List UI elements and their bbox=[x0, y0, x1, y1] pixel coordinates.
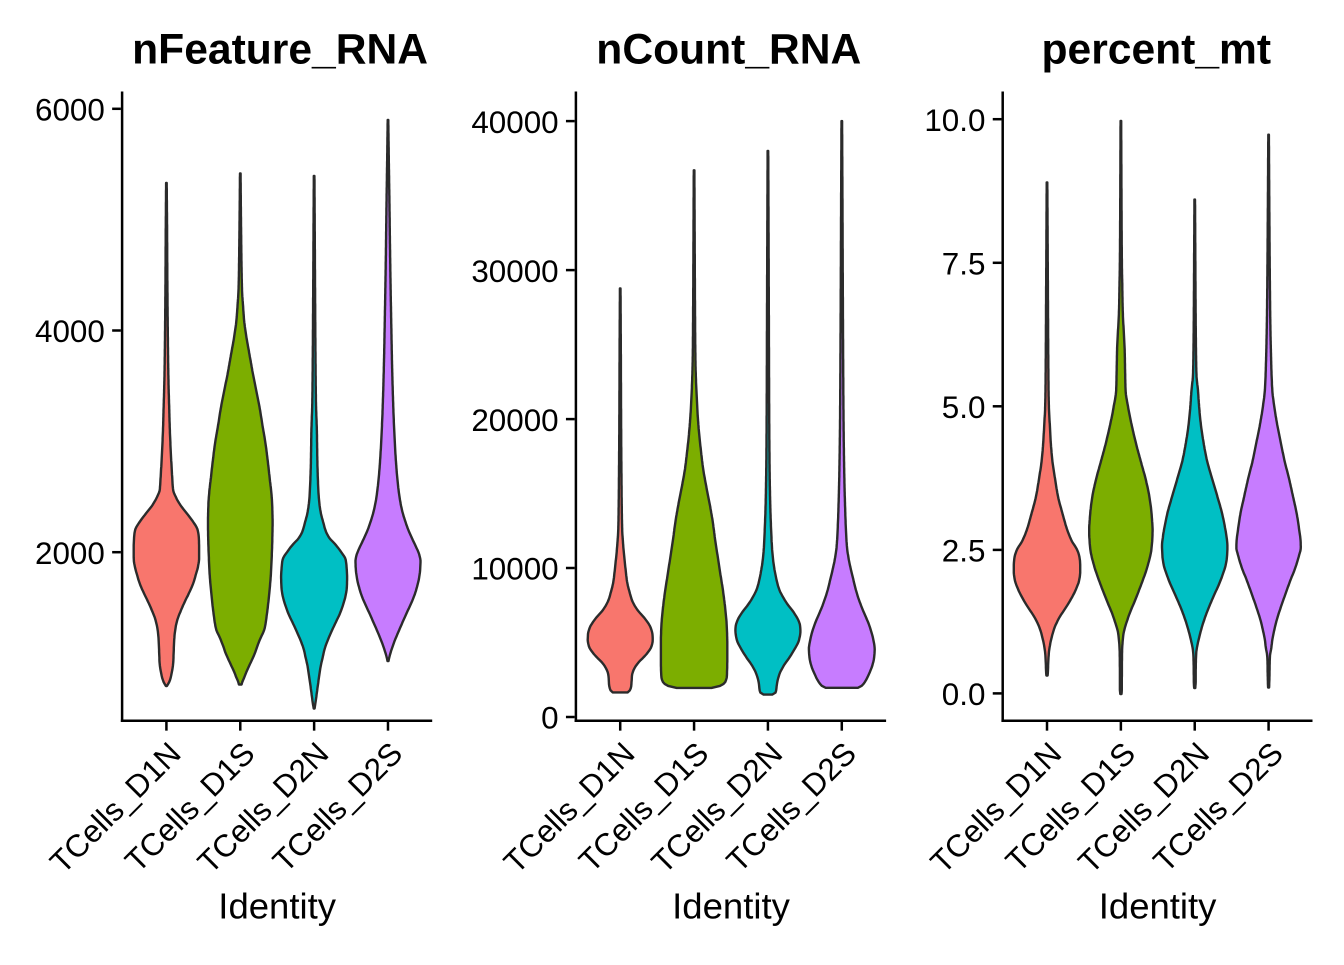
svg-text:Identity: Identity bbox=[672, 885, 790, 926]
svg-text:percent_mt: percent_mt bbox=[1041, 26, 1271, 74]
svg-text:7.5: 7.5 bbox=[942, 247, 986, 282]
svg-text:4000: 4000 bbox=[35, 314, 105, 349]
svg-text:nFeature_RNA: nFeature_RNA bbox=[132, 26, 428, 74]
svg-text:40000: 40000 bbox=[471, 105, 558, 140]
svg-text:2000: 2000 bbox=[35, 536, 105, 571]
svg-text:nCount_RNA: nCount_RNA bbox=[596, 26, 861, 74]
svg-text:6000: 6000 bbox=[35, 93, 105, 128]
svg-text:10000: 10000 bbox=[471, 552, 558, 587]
svg-text:Identity: Identity bbox=[218, 885, 336, 926]
svg-text:Identity: Identity bbox=[1099, 885, 1217, 926]
svg-text:0: 0 bbox=[541, 701, 558, 736]
svg-text:2.5: 2.5 bbox=[942, 534, 986, 569]
svg-text:5.0: 5.0 bbox=[942, 390, 986, 425]
svg-text:20000: 20000 bbox=[471, 403, 558, 438]
svg-text:10.0: 10.0 bbox=[924, 103, 985, 138]
svg-text:0.0: 0.0 bbox=[942, 677, 986, 712]
svg-text:30000: 30000 bbox=[471, 254, 558, 289]
